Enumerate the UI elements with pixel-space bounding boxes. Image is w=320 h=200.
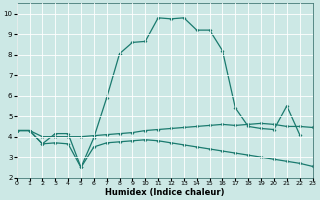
X-axis label: Humidex (Indice chaleur): Humidex (Indice chaleur) <box>105 188 224 197</box>
